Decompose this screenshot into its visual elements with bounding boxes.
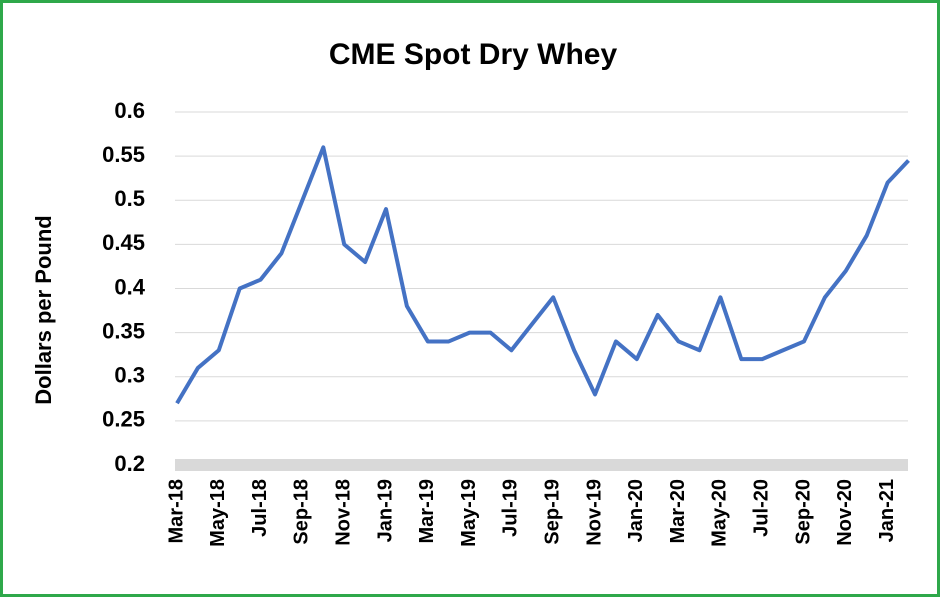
x-tick-label: Jul-20 xyxy=(750,479,772,537)
x-tick-label: Mar-20 xyxy=(667,479,689,543)
x-tick-label: Nov-20 xyxy=(834,479,856,546)
y-tick-label: 0.4 xyxy=(114,274,145,299)
x-tick-label: Jan-21 xyxy=(876,479,898,542)
x-tick-label: Jul-18 xyxy=(249,479,271,537)
x-tick-label: Sep-19 xyxy=(541,479,563,545)
y-tick-label: 0.35 xyxy=(102,318,145,343)
y-tick-label: 0.6 xyxy=(114,98,145,123)
y-tick-label: 0.5 xyxy=(114,186,145,211)
y-tick-label: 0.2 xyxy=(114,451,145,476)
x-tick-label: May-18 xyxy=(207,479,229,547)
y-axis-label: Dollars per Pound xyxy=(31,215,56,404)
data-line xyxy=(175,145,910,405)
chart-title: CME Spot Dry Whey xyxy=(329,38,618,71)
x-tick-label: Mar-18 xyxy=(165,479,187,543)
x-tick-label: Jul-19 xyxy=(500,479,522,537)
x-tick-label: Jan-20 xyxy=(625,479,647,542)
x-tick-label: May-20 xyxy=(709,479,731,547)
x-tick-label: Sep-18 xyxy=(291,479,313,545)
x-tick-label: May-19 xyxy=(458,479,480,547)
y-tick-label: 0.45 xyxy=(102,230,145,255)
x-tick-label: Sep-20 xyxy=(792,479,814,545)
y-tick-label: 0.3 xyxy=(114,363,145,388)
y-tick-label: 0.25 xyxy=(102,407,145,432)
x-tick-label: Jan-19 xyxy=(374,479,396,542)
x-tick-label: Nov-18 xyxy=(332,479,354,546)
x-tick-label: Nov-19 xyxy=(583,479,605,546)
x-tick-label: Mar-19 xyxy=(416,479,438,543)
y-tick-label: 0.55 xyxy=(102,142,145,167)
